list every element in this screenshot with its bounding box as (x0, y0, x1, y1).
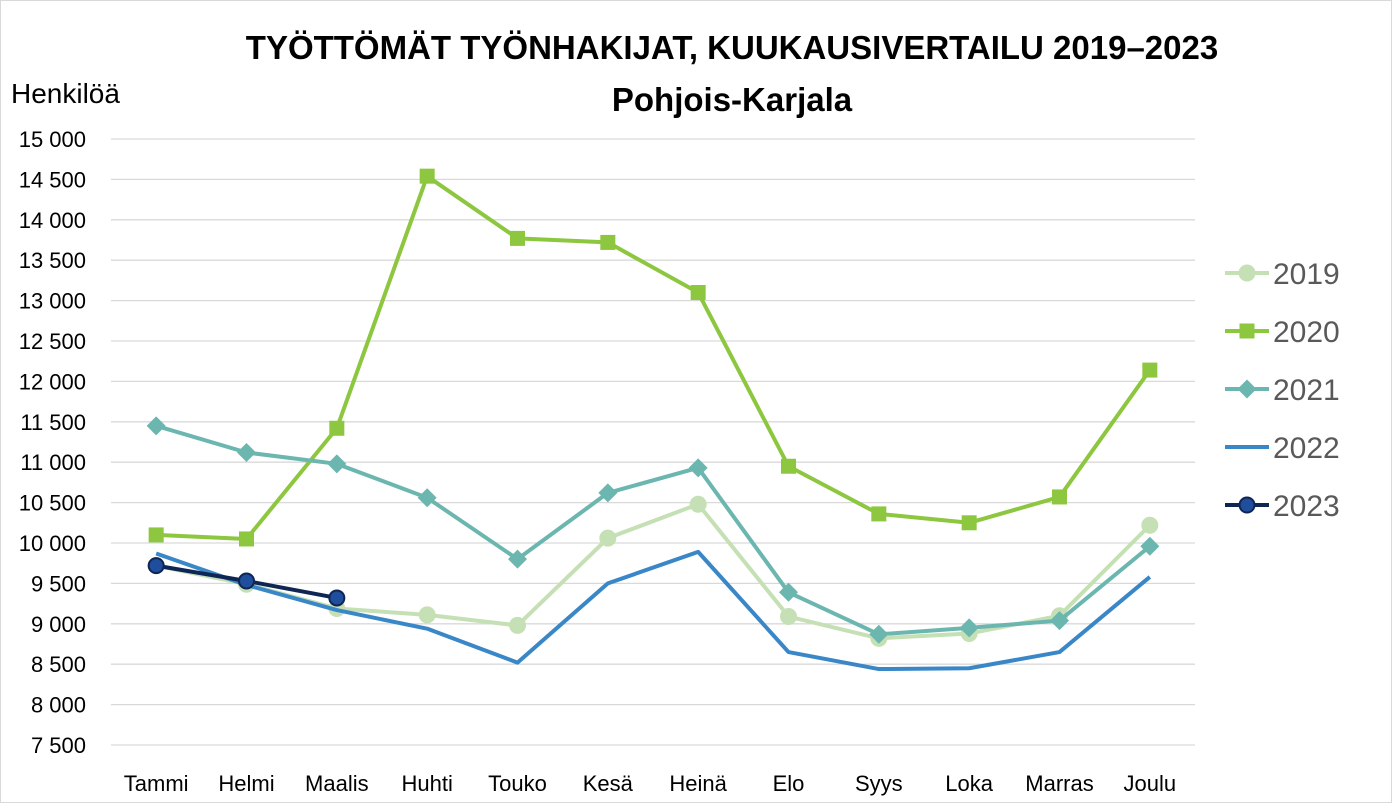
data-point (1141, 516, 1159, 534)
x-tick-label: Huhti (401, 771, 452, 796)
data-point (1140, 536, 1160, 556)
data-point (329, 420, 345, 436)
series-line (155, 423, 1152, 637)
series-2023 (147, 557, 346, 607)
x-tick-label: Syys (855, 771, 903, 796)
y-tick-label: 8 000 (31, 693, 86, 718)
data-point (328, 589, 346, 607)
data-point (779, 582, 798, 602)
x-tick-label: Kesä (583, 771, 634, 796)
y-tick-label: 13 000 (19, 289, 86, 314)
series-2022 (155, 549, 1152, 672)
gridlines (111, 138, 1195, 746)
data-point (1239, 323, 1255, 339)
data-point (1238, 496, 1256, 514)
y-tick-label: 8 500 (31, 652, 86, 677)
y-tick-label: 9 500 (31, 571, 86, 596)
y-tick-label: 12 000 (19, 369, 86, 394)
data-point (239, 531, 254, 547)
y-tick-label: 14 000 (19, 208, 86, 233)
data-point (961, 515, 977, 531)
y-axis-label: Henkilöä (11, 78, 120, 109)
data-point (418, 606, 436, 624)
series-group (146, 168, 1160, 672)
data-point (237, 443, 256, 463)
data-point (598, 483, 618, 503)
y-tick-label: 10 000 (19, 531, 86, 556)
x-tick-label: Elo (773, 771, 805, 796)
x-tick-label: Marras (1025, 771, 1093, 796)
series-2021 (146, 416, 1160, 644)
series-2020 (148, 168, 1158, 547)
data-point (509, 616, 526, 634)
data-point (148, 527, 164, 543)
x-tick-label: Touko (488, 771, 547, 796)
x-tick-label: Loka (945, 771, 993, 796)
y-tick-label: 12 500 (19, 329, 86, 354)
data-point (688, 458, 708, 478)
data-point (959, 618, 979, 638)
data-point (1050, 611, 1069, 631)
data-point (510, 230, 525, 246)
x-tick-label: Helmi (218, 771, 274, 796)
y-tick-label: 11 500 (20, 410, 86, 435)
series-line (156, 174, 1152, 541)
data-point (599, 529, 617, 547)
y-tick-label: 14 500 (19, 167, 86, 192)
y-axis-ticks: 7 500 8 000 8 500 9 000 9 500 10 000 10 500 11 … (19, 127, 86, 758)
data-point (781, 458, 796, 474)
data-point (419, 168, 435, 184)
x-tick-label: Heinä (669, 771, 727, 796)
legend-label: 2023 (1273, 490, 1340, 523)
legend-label: 2021 (1273, 374, 1340, 407)
legend: 2019 2020 2021 2022 2023 (1225, 258, 1340, 523)
data-point (690, 285, 706, 301)
legend-item: 2019 (1225, 258, 1340, 291)
data-point (869, 624, 889, 644)
y-tick-label: 9 000 (31, 612, 86, 637)
data-point (600, 234, 616, 250)
data-point (238, 572, 255, 590)
legend-item: 2023 (1225, 490, 1340, 523)
x-tick-label: Tammi (124, 771, 189, 796)
data-point (417, 488, 437, 508)
data-point (327, 454, 347, 474)
x-axis-ticks: Tammi Helmi Maalis Huhti Touko Kesä Heinä Elo Sy… (124, 771, 1176, 796)
legend-label: 2020 (1273, 316, 1340, 349)
data-point (871, 506, 887, 522)
y-tick-label: 15 000 (19, 127, 86, 152)
data-point (508, 549, 527, 569)
y-tick-label: 10 500 (19, 491, 86, 516)
y-tick-label: 11 000 (20, 450, 86, 475)
y-tick-label: 13 500 (19, 248, 86, 273)
chart-title: TYÖTTÖMÄT TYÖNHAKIJAT, KUUKAUSIVERTAILU … (246, 29, 1218, 66)
chart-subtitle: Pohjois-Karjala (612, 81, 853, 118)
legend-label: 2022 (1273, 432, 1340, 465)
data-point (1142, 362, 1158, 378)
data-point (780, 608, 797, 626)
data-point (689, 495, 707, 513)
y-tick-label: 7 500 (31, 733, 86, 758)
data-point (1052, 489, 1067, 505)
series-line (155, 502, 1152, 641)
legend-item: 2021 (1225, 374, 1340, 407)
data-point (147, 557, 165, 575)
x-tick-label: Joulu (1124, 771, 1177, 796)
legend-label: 2019 (1273, 258, 1340, 291)
x-tick-label: Maalis (305, 771, 369, 796)
legend-item: 2020 (1225, 316, 1340, 349)
data-point (146, 416, 166, 436)
data-point (1238, 264, 1256, 282)
data-point (1237, 379, 1257, 399)
legend-item: 2022 (1225, 432, 1340, 465)
series-line (155, 549, 1152, 672)
